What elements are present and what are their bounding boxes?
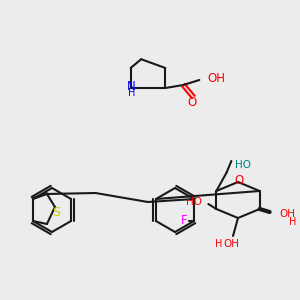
- Text: H: H: [289, 217, 296, 227]
- Text: H: H: [128, 88, 135, 98]
- Text: HO: HO: [186, 197, 202, 207]
- Text: N: N: [127, 80, 136, 92]
- Text: H: H: [215, 239, 223, 249]
- Text: O: O: [188, 95, 197, 109]
- Text: OH: OH: [207, 71, 225, 85]
- Text: OH: OH: [223, 239, 239, 249]
- Text: OH: OH: [280, 209, 296, 219]
- Text: O: O: [234, 175, 244, 188]
- Text: F: F: [181, 214, 188, 227]
- Text: S: S: [52, 206, 60, 218]
- Text: HO: HO: [235, 160, 251, 170]
